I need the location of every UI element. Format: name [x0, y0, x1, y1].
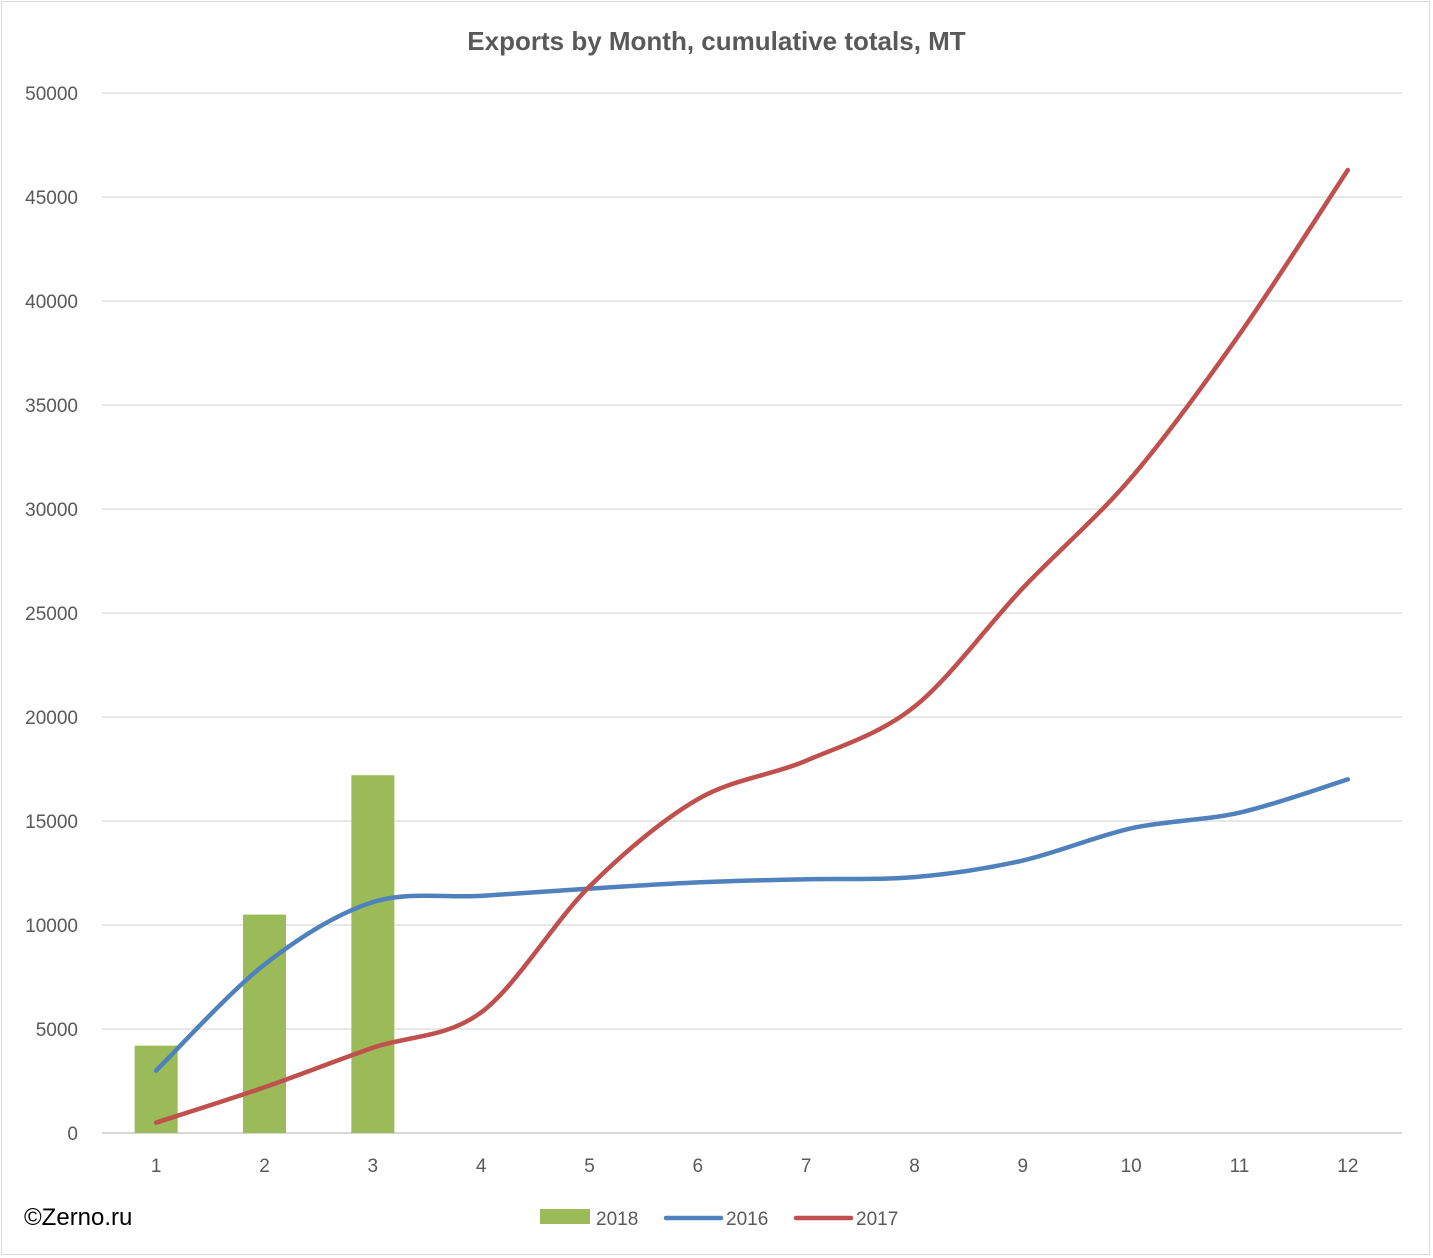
y-tick-label: 30000 [25, 500, 78, 521]
y-tick-label: 50000 [25, 84, 78, 105]
bar-2018-2 [243, 914, 286, 1133]
y-tick-label: 40000 [25, 292, 78, 313]
y-tick-label: 45000 [25, 188, 78, 209]
watermark: ©Zerno.ru [24, 1204, 133, 1231]
y-tick-label: 5000 [36, 1020, 78, 1041]
legend-swatch-2018 [540, 1209, 590, 1224]
x-tick-label: 9 [1018, 1156, 1029, 1177]
y-tick-label: 20000 [25, 708, 78, 729]
x-tick-label: 12 [1337, 1156, 1358, 1177]
y-tick-label: 35000 [25, 396, 78, 417]
legend-label-2016: 2016 [726, 1209, 768, 1230]
line-2016 [153, 777, 1351, 1073]
legend-label-2017: 2017 [856, 1209, 898, 1230]
bar-2018-3 [351, 775, 395, 1133]
y-tick-label: 10000 [25, 916, 78, 937]
x-tick-label: 3 [368, 1156, 379, 1177]
x-tick-label: 8 [909, 1156, 920, 1177]
y-tick-label: 0 [67, 1124, 78, 1145]
chart-title: Exports by Month, cumulative totals, MT [467, 26, 966, 56]
x-tick-label: 4 [476, 1156, 487, 1177]
y-tick-label: 15000 [25, 812, 78, 833]
x-tick-label: 2 [259, 1156, 270, 1177]
x-tick-label: 5 [584, 1156, 595, 1177]
x-tick-label: 7 [801, 1156, 812, 1177]
line-2017 [153, 167, 1351, 1125]
x-tick-label: 1 [151, 1156, 162, 1177]
x-tick-label: 11 [1230, 1156, 1250, 1177]
legend-label-2018: 2018 [596, 1209, 638, 1230]
y-tick-label: 25000 [25, 604, 78, 625]
x-tick-label: 6 [693, 1156, 704, 1177]
x-tick-label: 10 [1121, 1156, 1142, 1177]
